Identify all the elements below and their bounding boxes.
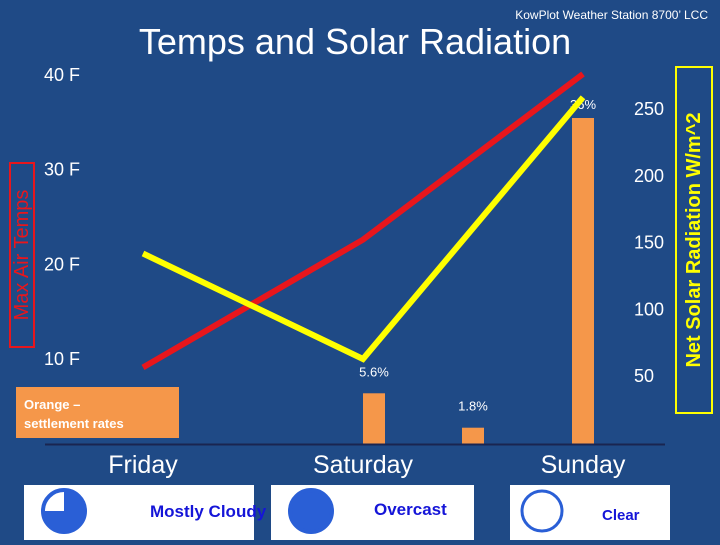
sky-condition-label: Clear (602, 507, 640, 524)
left-tick-label: 10 F (44, 349, 80, 369)
bar-data-label: 1.8% (458, 399, 488, 414)
settlement-bar (363, 393, 385, 444)
right-tick-label: 150 (634, 233, 664, 253)
settlement-bar (462, 427, 484, 444)
overcast-icon (288, 488, 334, 534)
right-axis-label: Net Solar Radiation W/m^2 (683, 112, 705, 367)
settlement-legend-box (16, 387, 179, 438)
sky-condition-card: Overcast (271, 485, 474, 540)
x-tick-label: Saturday (313, 451, 414, 479)
chart-title: Temps and Solar Radiation (139, 21, 571, 62)
right-tick-label: 200 (634, 166, 664, 186)
right-tick-label: 100 (634, 299, 664, 319)
settlement-bar (572, 118, 594, 444)
sky-condition-label: Mostly Cloudy (150, 502, 267, 521)
left-tick-label: 40 F (44, 65, 80, 85)
left-tick-label: 20 F (44, 254, 80, 274)
station-label: KowPlot Weather Station 8700’ LCC (515, 8, 708, 22)
left-axis-label-box (9, 162, 35, 348)
solar-radiation-line (141, 95, 586, 363)
left-tick-label: 30 F (44, 160, 80, 180)
settlement-legend-line-2: settlement rates (24, 416, 124, 431)
x-tick-label: Friday (108, 451, 178, 479)
settlement-legend-line-1: Orange – (24, 397, 80, 412)
left-axis-label: Max Air Temps (11, 190, 33, 321)
x-tick-label: Sunday (541, 451, 626, 479)
bar-data-label: 5.6% (359, 364, 389, 379)
sky-condition-label: Overcast (374, 500, 447, 519)
clear-sky-icon (520, 489, 564, 533)
mostly-cloudy-icon (41, 488, 87, 534)
right-tick-label: 250 (634, 99, 664, 119)
sky-condition-card: Clear (510, 485, 670, 540)
right-axis-label-box (675, 66, 713, 414)
right-tick-label: 50 (634, 366, 654, 386)
sky-condition-card: Mostly Cloudy (24, 485, 266, 540)
temp-line (141, 71, 585, 371)
